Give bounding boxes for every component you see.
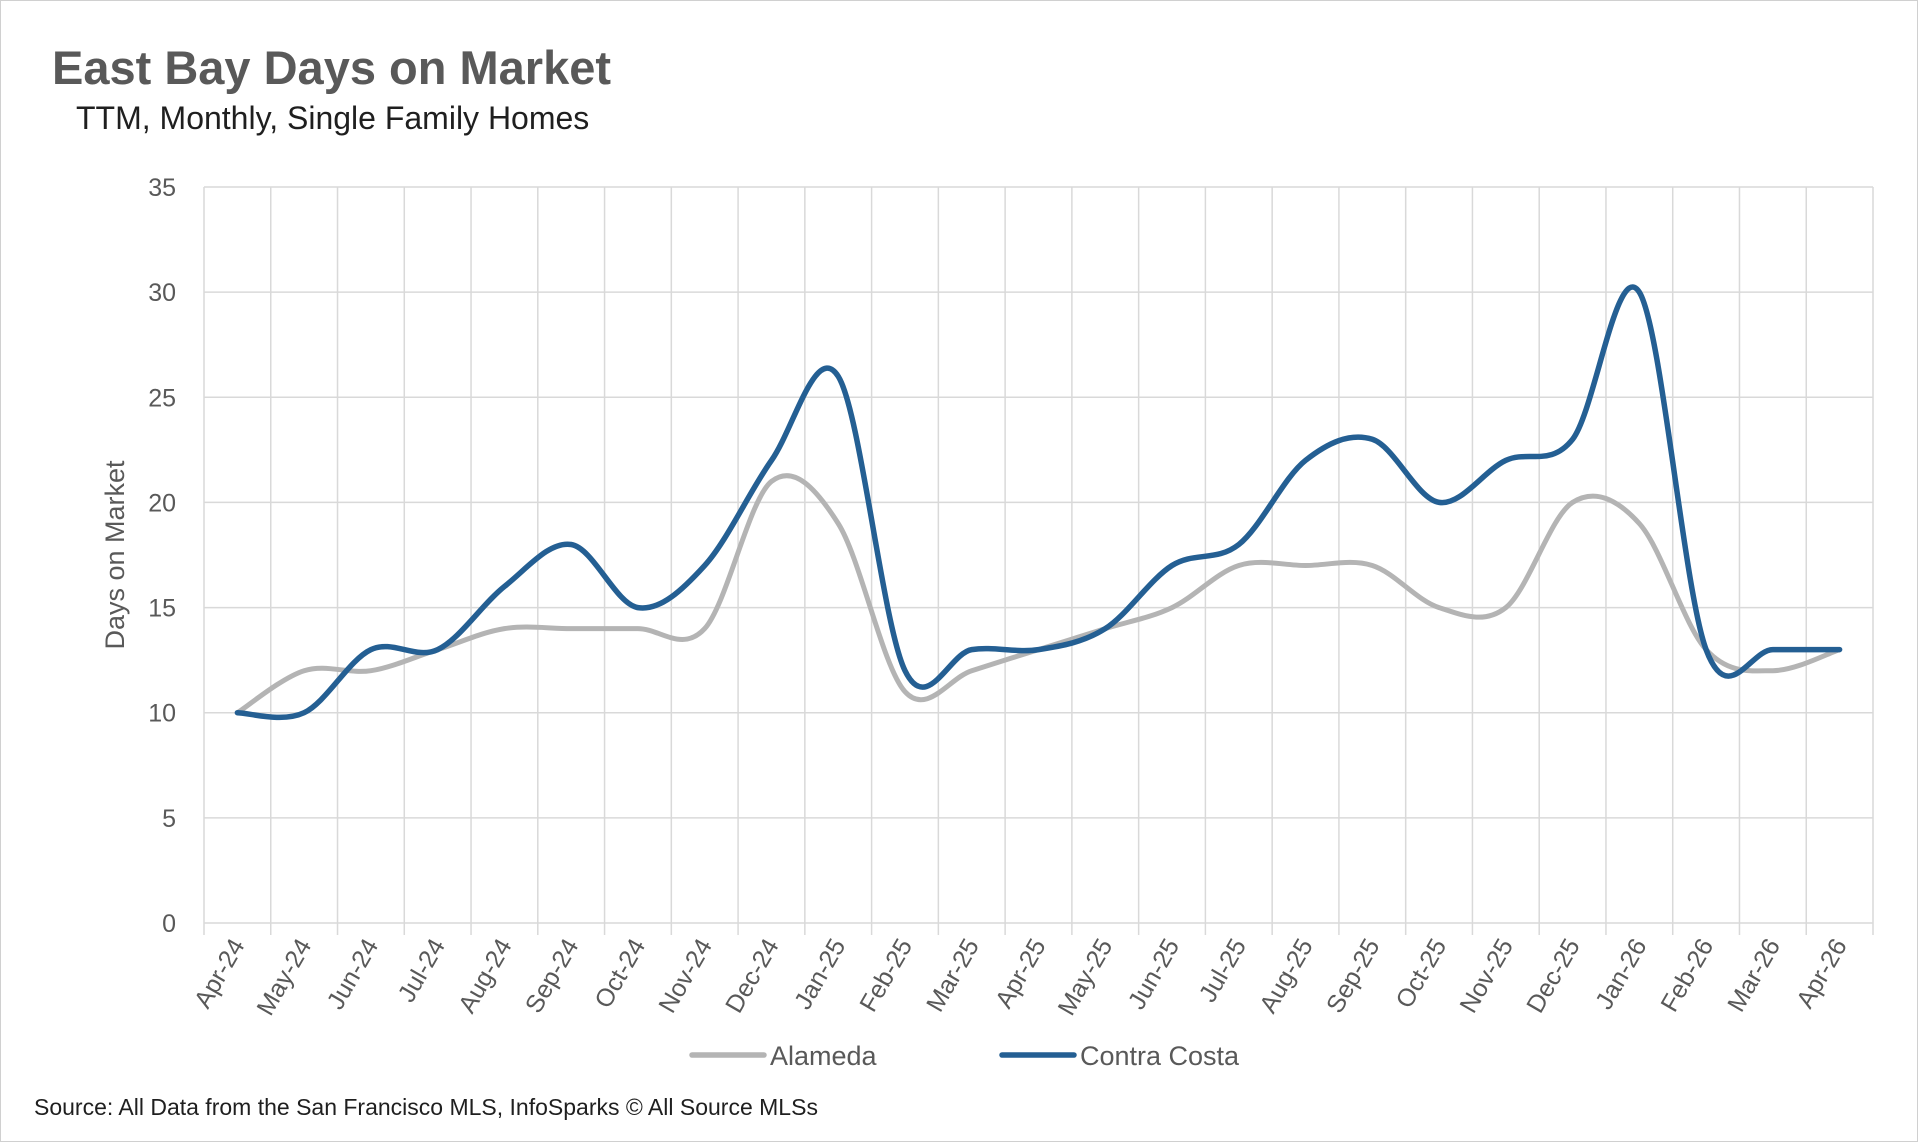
x-tick-label: Apr-26 — [1791, 934, 1853, 1013]
x-tick-label: May-24 — [251, 934, 317, 1020]
legend-label: Contra Costa — [1080, 1041, 1240, 1071]
source-note: Source: All Data from the San Francisco … — [34, 1094, 818, 1120]
y-tick-label: 20 — [148, 489, 176, 517]
x-tick-label: Oct-25 — [1390, 934, 1452, 1013]
y-axis-ticks: 0 5 10 15 20 25 30 35 — [148, 174, 176, 938]
series-line-alameda — [234, 473, 1843, 716]
y-tick-label: 0 — [162, 910, 176, 938]
x-tick-label: Jun-24 — [322, 934, 385, 1014]
y-tick-label: 15 — [148, 595, 176, 623]
x-tick-label: Feb-25 — [854, 934, 918, 1017]
y-tick-label: 25 — [148, 384, 176, 412]
x-tick-label: Jul-25 — [1194, 934, 1252, 1007]
x-tick-label: Sep-25 — [1321, 934, 1386, 1018]
series-line-contra-costa — [234, 284, 1843, 721]
x-tick-label: Oct-24 — [589, 934, 651, 1013]
legend-label: Alameda — [770, 1041, 878, 1071]
x-tick-label: Nov-24 — [653, 934, 718, 1018]
gridlines — [203, 186, 1874, 935]
series-lines — [234, 284, 1843, 721]
x-tick-label: Dec-25 — [1521, 934, 1586, 1018]
x-tick-label: Jan-25 — [789, 934, 851, 1014]
x-axis-ticks: Apr-24 May-24 Jun-24 Jul-24 Aug-24 Sep-24 Oct-… — [189, 934, 1853, 1020]
y-tick-label: 35 — [148, 174, 176, 202]
y-tick-label: 10 — [148, 700, 176, 728]
y-tick-label: 5 — [162, 805, 176, 833]
y-axis-title: Days on Market — [100, 460, 130, 650]
legend: Alameda Contra Costa — [689, 1041, 1240, 1071]
x-tick-label: Feb-26 — [1655, 934, 1719, 1017]
x-tick-label: May-25 — [1053, 934, 1119, 1020]
x-tick-label: Aug-25 — [1254, 934, 1319, 1018]
x-tick-label: Nov-25 — [1454, 934, 1519, 1018]
x-tick-label: Aug-24 — [453, 934, 518, 1018]
x-tick-label: Apr-24 — [189, 934, 251, 1013]
y-tick-label: 30 — [148, 279, 176, 307]
x-tick-label: Jul-24 — [393, 934, 451, 1007]
x-tick-label: Apr-25 — [990, 934, 1052, 1013]
x-tick-label: Mar-25 — [921, 934, 985, 1017]
chart-title: East Bay Days on Market — [52, 41, 612, 94]
x-tick-label: Jan-26 — [1590, 934, 1652, 1014]
x-tick-label: Dec-24 — [720, 934, 785, 1018]
chart-subtitle: TTM, Monthly, Single Family Homes — [76, 100, 590, 136]
x-tick-label: Jun-25 — [1123, 934, 1185, 1014]
x-tick-label: Sep-24 — [520, 934, 585, 1018]
x-tick-label: Mar-26 — [1722, 934, 1786, 1017]
